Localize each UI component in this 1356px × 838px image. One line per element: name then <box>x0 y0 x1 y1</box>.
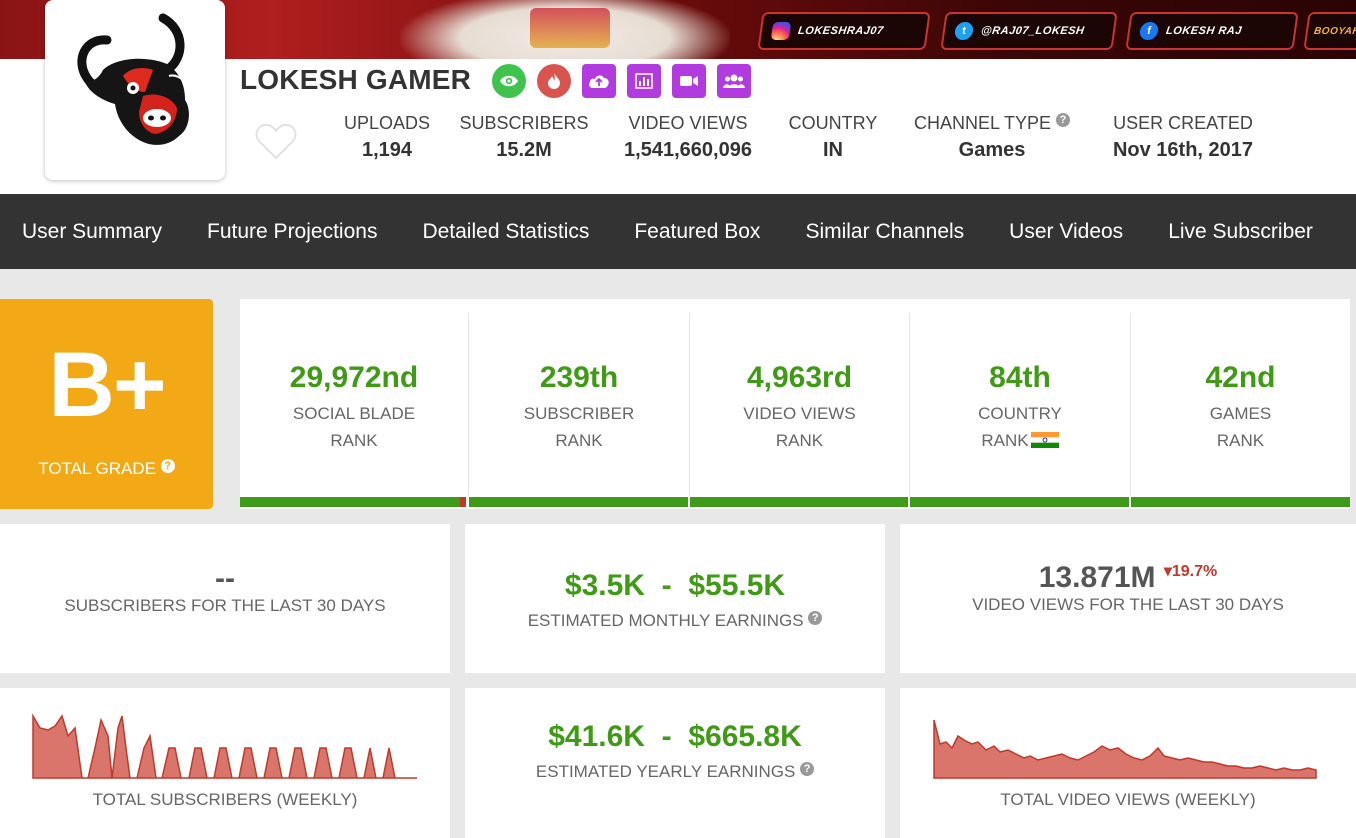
twitter-icon: t <box>953 22 975 40</box>
facebook-icon: f <box>1138 22 1160 40</box>
rank-progress-bar-remainder <box>460 497 466 507</box>
banner-cup <box>530 8 610 48</box>
main-nav: User Summary Future Projections Detailed… <box>0 194 1356 269</box>
stat-user-created: USER CREATED Nov 16th, 2017 <box>1112 113 1254 161</box>
card-monthly-earnings: $3.5K - $55.5K ESTIMATED MONTHLY EARNING… <box>465 524 885 673</box>
stat-uploads: UPLOADS 1,194 <box>343 113 431 161</box>
grade-label: TOTAL GRADE <box>38 459 157 478</box>
stat-channel-type: CHANNEL TYPE ? Games <box>902 113 1082 162</box>
instagram-icon <box>770 22 792 40</box>
fire-icon[interactable] <box>537 64 571 98</box>
rank-progress-bar <box>240 497 460 507</box>
help-icon[interactable]: ? <box>160 459 175 473</box>
stat-video-views: VIDEO VIEWS 1,541,660,096 <box>624 113 752 161</box>
rank-country: 84th COUNTRY RANK <box>978 361 1062 450</box>
cloud-upload-icon[interactable] <box>582 64 616 98</box>
tab-live-subscriber[interactable]: Live Subscriber <box>1168 219 1313 243</box>
rank-progress-bar <box>469 497 688 507</box>
rank-progress-bar <box>910 497 1129 507</box>
group-icon[interactable] <box>717 64 751 98</box>
views-weekly-sparkline <box>933 719 1317 779</box>
bar-chart-icon[interactable] <box>627 64 661 98</box>
grade-letter: B+ <box>48 334 166 436</box>
ranks-panel: 29,972nd SOCIAL BLADE RANK 239th SUBSCRI… <box>240 299 1350 509</box>
card-subscribers-weekly-chart: TOTAL SUBSCRIBERS (WEEKLY) <box>0 688 450 838</box>
divider <box>909 313 910 497</box>
video-camera-icon[interactable] <box>672 64 706 98</box>
channel-banner: LOKESHRAJ07 t @RAJ07_LOKESH f LOKESH RAJ… <box>0 0 1356 59</box>
social-link-instagram[interactable]: LOKESHRAJ07 <box>757 12 931 50</box>
rank-subscriber: 239th SUBSCRIBER RANK <box>523 361 635 450</box>
rank-progress-bar <box>690 497 908 507</box>
social-link-booyah[interactable]: BOOYAH <box>1303 12 1356 50</box>
down-arrow-icon: ▾ <box>1163 563 1172 580</box>
divider <box>689 313 690 497</box>
eye-icon[interactable] <box>492 64 526 98</box>
tab-featured-box[interactable]: Featured Box <box>634 219 761 243</box>
channel-avatar <box>45 0 225 180</box>
help-icon[interactable]: ? <box>1056 113 1071 127</box>
card-subscribers-30-days: -- SUBSCRIBERS FOR THE LAST 30 DAYS <box>0 524 450 673</box>
rank-progress-bar <box>1131 497 1350 507</box>
tab-user-summary[interactable]: User Summary <box>22 219 163 243</box>
favorite-heart-icon[interactable] <box>254 122 298 162</box>
tab-similar-channels[interactable]: Similar Channels <box>805 219 965 243</box>
divider <box>468 313 469 497</box>
social-link-twitter[interactable]: t @RAJ07_LOKESH <box>940 12 1118 50</box>
rank-video-views: 4,963rd VIDEO VIEWS RANK <box>743 361 856 450</box>
channel-title: LOKESH GAMER <box>240 64 472 95</box>
card-views-weekly-chart: TOTAL VIDEO VIEWS (WEEKLY) <box>900 688 1356 838</box>
rank-social-blade: 29,972nd SOCIAL BLADE RANK <box>289 361 419 450</box>
bull-logo-icon <box>77 13 189 145</box>
tab-future-projections[interactable]: Future Projections <box>207 219 378 243</box>
card-views-30-days: 13.871M ▾19.7% VIDEO VIEWS FOR THE LAST … <box>900 524 1356 673</box>
social-link-facebook[interactable]: f LOKESH RAJ <box>1125 12 1299 50</box>
help-icon[interactable]: ? <box>800 762 815 776</box>
india-flag-icon <box>1030 432 1059 448</box>
help-icon[interactable]: ? <box>808 611 823 625</box>
card-yearly-earnings: $41.6K - $665.8K ESTIMATED YEARLY EARNIN… <box>465 688 885 838</box>
stat-subscribers: SUBSCRIBERS 15.2M <box>459 113 589 161</box>
badge-row <box>492 64 751 98</box>
stat-country: COUNTRY IN <box>788 113 878 161</box>
subscribers-weekly-sparkline <box>32 713 417 779</box>
divider <box>1130 313 1131 497</box>
tab-detailed-statistics[interactable]: Detailed Statistics <box>422 219 590 243</box>
total-grade-card: B+ TOTAL GRADE ? <box>0 299 213 509</box>
rank-games: 42nd GAMES RANK <box>1205 361 1276 450</box>
tab-user-videos[interactable]: User Videos <box>1009 219 1124 243</box>
